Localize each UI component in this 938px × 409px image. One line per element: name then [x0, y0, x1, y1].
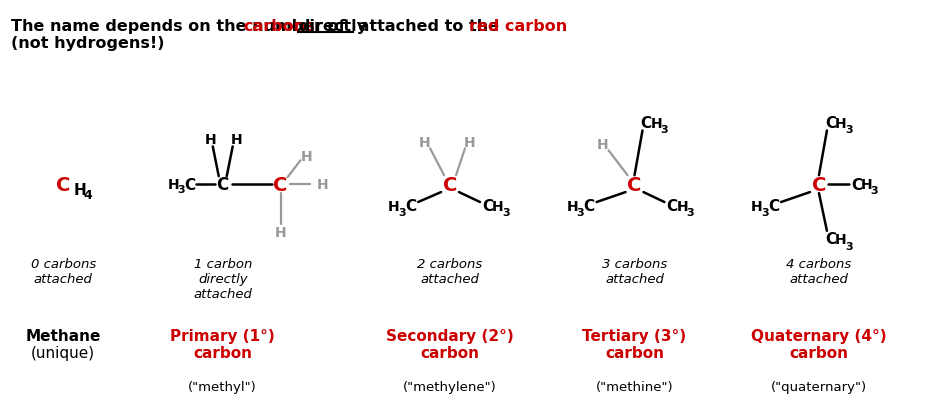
Text: carbons: carbons — [244, 19, 315, 34]
Text: Secondary (2°): Secondary (2°) — [386, 328, 514, 343]
Text: H: H — [676, 200, 688, 213]
Text: C: C — [825, 231, 836, 247]
Text: H: H — [275, 225, 286, 239]
Text: C: C — [768, 199, 779, 214]
Text: 3: 3 — [845, 124, 853, 134]
Text: ("methyl"): ("methyl") — [189, 380, 257, 393]
Text: H: H — [492, 200, 504, 213]
Text: H: H — [316, 178, 328, 192]
Text: Tertiary (3°): Tertiary (3°) — [582, 328, 687, 343]
Text: (not hydrogens!): (not hydrogens!) — [11, 36, 165, 51]
Text: H: H — [301, 150, 312, 164]
Text: C: C — [217, 176, 229, 194]
Text: H: H — [168, 178, 179, 192]
Text: C: C — [184, 177, 195, 192]
Text: attached to the: attached to the — [353, 19, 505, 34]
Text: 3: 3 — [660, 124, 668, 134]
Text: carbon: carbon — [420, 345, 479, 360]
Text: directly: directly — [298, 19, 367, 34]
Text: carbon: carbon — [605, 345, 664, 360]
Text: C: C — [641, 116, 652, 131]
Text: 3: 3 — [761, 207, 769, 218]
Text: H: H — [861, 178, 872, 192]
Text: H: H — [73, 182, 86, 197]
Text: 3: 3 — [845, 241, 853, 251]
Text: C: C — [482, 199, 493, 214]
Text: C: C — [666, 199, 677, 214]
Text: C: C — [628, 175, 642, 194]
Text: C: C — [825, 116, 836, 131]
Text: C: C — [56, 175, 70, 194]
Text: 3 carbons
attached: 3 carbons attached — [602, 257, 667, 285]
Text: 3: 3 — [687, 207, 694, 218]
Text: ("quaternary"): ("quaternary") — [771, 380, 867, 393]
Text: H: H — [567, 200, 579, 213]
Text: H: H — [597, 138, 609, 152]
Text: Quaternary (4°): Quaternary (4°) — [751, 328, 886, 343]
Text: H: H — [388, 200, 400, 213]
Text: ("methine"): ("methine") — [596, 380, 673, 393]
Text: Methane: Methane — [25, 328, 101, 343]
Text: 3: 3 — [177, 184, 185, 195]
Text: C: C — [851, 177, 862, 192]
Text: red carbon: red carbon — [469, 19, 567, 34]
Text: 1 carbon
directly
attached: 1 carbon directly attached — [193, 257, 252, 300]
Text: 4 carbons
attached: 4 carbons attached — [786, 257, 852, 285]
Text: H: H — [835, 116, 846, 130]
Text: C: C — [443, 175, 457, 194]
Text: H: H — [418, 136, 430, 150]
Text: H: H — [835, 232, 846, 246]
Text: C: C — [583, 199, 595, 214]
Text: 3: 3 — [399, 207, 406, 218]
Text: 3: 3 — [870, 186, 878, 196]
Text: Primary (1°): Primary (1°) — [171, 328, 275, 343]
Text: 3: 3 — [502, 207, 509, 218]
Text: C: C — [811, 175, 826, 194]
Text: carbon: carbon — [193, 345, 252, 360]
Text: 0 carbons
attached: 0 carbons attached — [31, 257, 96, 285]
Text: H: H — [231, 133, 243, 147]
Text: 4: 4 — [83, 188, 92, 201]
Text: H: H — [205, 133, 217, 147]
Text: C: C — [273, 175, 288, 194]
Text: 2 carbons
attached: 2 carbons attached — [417, 257, 483, 285]
Text: (unique): (unique) — [31, 345, 96, 360]
Text: H: H — [464, 136, 476, 150]
Text: The name depends on the number of: The name depends on the number of — [11, 19, 352, 34]
Text: C: C — [405, 199, 416, 214]
Text: 3: 3 — [577, 207, 584, 218]
Text: H: H — [650, 116, 662, 130]
Text: carbon: carbon — [790, 345, 849, 360]
Text: H: H — [751, 200, 763, 213]
Text: ("methylene"): ("methylene") — [403, 380, 497, 393]
